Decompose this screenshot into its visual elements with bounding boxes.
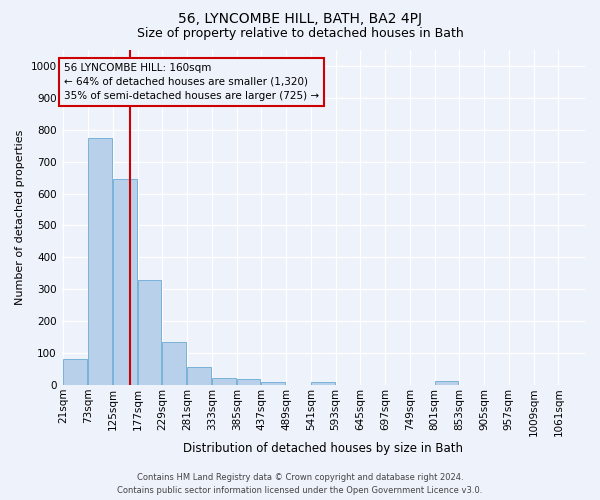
X-axis label: Distribution of detached houses by size in Bath: Distribution of detached houses by size …: [183, 442, 463, 455]
Bar: [113, 179, 137, 385]
Bar: [137, 280, 161, 385]
Bar: [434, 381, 458, 385]
Bar: [236, 380, 260, 385]
Text: 56, LYNCOMBE HILL, BATH, BA2 4PJ: 56, LYNCOMBE HILL, BATH, BA2 4PJ: [178, 12, 422, 26]
Bar: [311, 382, 335, 385]
Bar: [88, 138, 112, 385]
Bar: [187, 366, 211, 385]
Text: 56 LYNCOMBE HILL: 160sqm
← 64% of detached houses are smaller (1,320)
35% of sem: 56 LYNCOMBE HILL: 160sqm ← 64% of detach…: [64, 63, 319, 101]
Bar: [262, 382, 285, 385]
Y-axis label: Number of detached properties: Number of detached properties: [15, 130, 25, 305]
Text: Size of property relative to detached houses in Bath: Size of property relative to detached ho…: [137, 28, 463, 40]
Bar: [64, 358, 87, 385]
Bar: [163, 342, 186, 385]
Text: Contains HM Land Registry data © Crown copyright and database right 2024.
Contai: Contains HM Land Registry data © Crown c…: [118, 474, 482, 495]
Bar: [212, 378, 236, 385]
